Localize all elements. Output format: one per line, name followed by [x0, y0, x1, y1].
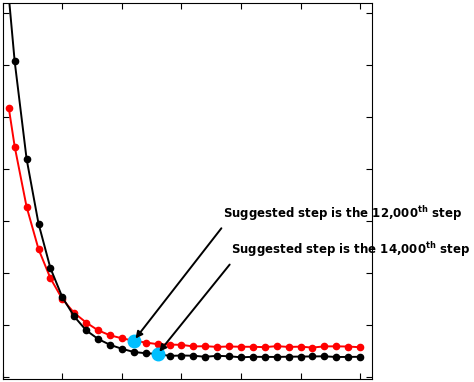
Text: Suggested step is the 14,000$^{\mathbf{th}}$ step: Suggested step is the 14,000$^{\mathbf{t…: [231, 240, 471, 259]
Text: Suggested step is the 12,000$^{\mathbf{th}}$ step: Suggested step is the 12,000$^{\mathbf{t…: [223, 204, 462, 223]
